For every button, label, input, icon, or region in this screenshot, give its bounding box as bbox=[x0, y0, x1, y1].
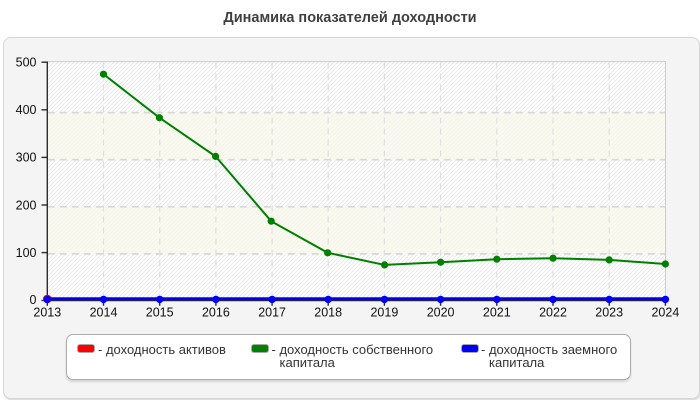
svg-text:2022: 2022 bbox=[539, 306, 567, 320]
svg-text:500: 500 bbox=[16, 56, 37, 70]
svg-text:2020: 2020 bbox=[427, 306, 455, 320]
svg-text:400: 400 bbox=[16, 103, 37, 117]
svg-text:2013: 2013 bbox=[33, 306, 61, 320]
svg-text:2017: 2017 bbox=[258, 306, 286, 320]
svg-text:0: 0 bbox=[30, 293, 37, 307]
svg-text:2018: 2018 bbox=[314, 306, 342, 320]
svg-text:2016: 2016 bbox=[202, 306, 230, 320]
svg-text:2019: 2019 bbox=[370, 306, 398, 320]
svg-text:200: 200 bbox=[16, 198, 37, 212]
svg-text:300: 300 bbox=[16, 151, 37, 165]
svg-text:2021: 2021 bbox=[483, 306, 511, 320]
svg-text:2023: 2023 bbox=[595, 306, 623, 320]
svg-text:2014: 2014 bbox=[90, 306, 118, 320]
svg-text:100: 100 bbox=[16, 246, 37, 260]
svg-text:2015: 2015 bbox=[146, 306, 174, 320]
svg-text:2024: 2024 bbox=[651, 306, 679, 320]
